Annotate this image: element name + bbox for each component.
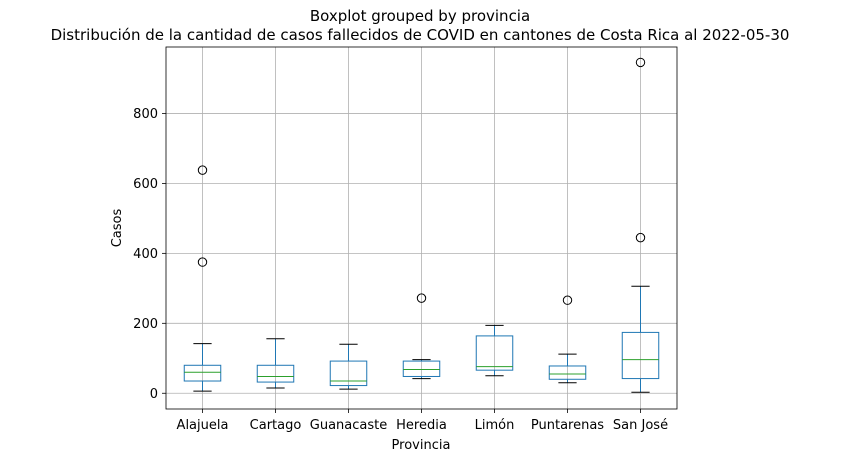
x-axis-label: Provincia xyxy=(392,438,451,453)
x-tick-label: Guanacaste xyxy=(310,418,387,433)
y-axis-label: Casos xyxy=(110,209,125,248)
y-tick-label: 400 xyxy=(133,247,158,262)
x-tick-label: Alajuela xyxy=(177,418,229,433)
x-tick-label: Limón xyxy=(475,418,515,433)
box-group xyxy=(548,295,587,384)
box-iqr xyxy=(402,360,441,377)
box-iqr xyxy=(256,364,295,383)
y-tick-label: 600 xyxy=(133,177,158,192)
x-tick-label: Cartago xyxy=(250,418,302,433)
x-tick-label: Puntarenas xyxy=(531,418,604,433)
box-group xyxy=(329,343,368,390)
x-axis: Alajuela Cartago Guanacaste Heredia Limón Pun… xyxy=(177,409,668,433)
box-iqr xyxy=(329,360,368,387)
box-iqr xyxy=(183,364,222,382)
grid-lines xyxy=(166,47,677,409)
box-iqr xyxy=(621,331,660,380)
y-tick-label: 0 xyxy=(150,387,158,402)
flier-point xyxy=(635,232,646,243)
boxes-group xyxy=(183,57,660,393)
flier-point xyxy=(197,257,208,267)
box-group xyxy=(256,338,295,389)
x-tick-label: San José xyxy=(613,418,668,433)
box-group xyxy=(475,324,514,377)
flier-point xyxy=(562,295,573,305)
y-axis: 0 200 400 600 800 xyxy=(133,107,166,402)
box-iqr xyxy=(475,335,514,371)
y-tick-label: 800 xyxy=(133,107,158,122)
y-tick-label: 200 xyxy=(133,317,158,332)
box-group xyxy=(183,165,222,392)
flier-point xyxy=(635,57,646,68)
x-tick-label: Heredia xyxy=(396,418,447,433)
box-iqr xyxy=(548,365,587,380)
flier-point xyxy=(416,293,427,303)
chart-title: Boxplot grouped by provincia xyxy=(310,7,530,25)
chart-subtitle: Distribución de la cantidad de casos fal… xyxy=(51,26,790,44)
flier-point xyxy=(197,165,208,175)
box-group xyxy=(621,57,660,393)
box-group xyxy=(402,293,441,380)
